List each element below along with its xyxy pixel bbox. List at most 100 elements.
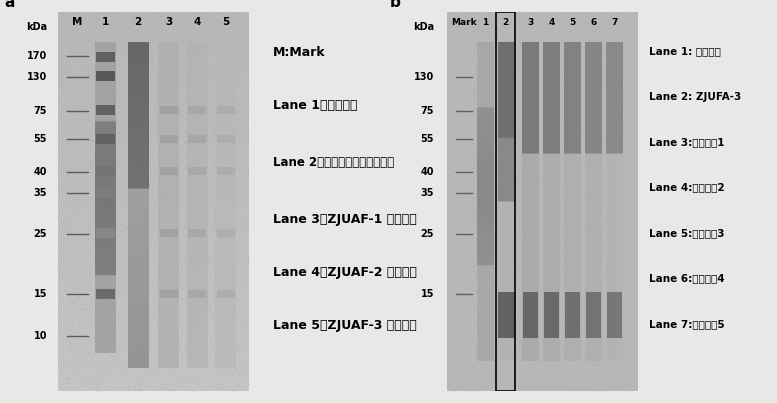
Point: [71, 90, 83, 97]
Point: [190, 311, 203, 318]
Point: [65, 237, 78, 243]
Point: [465, 77, 477, 84]
Point: [520, 266, 532, 273]
Point: [622, 359, 634, 366]
Point: [218, 204, 231, 210]
Point: [211, 301, 224, 308]
Point: [554, 386, 566, 393]
Point: [609, 155, 622, 162]
Point: [178, 292, 190, 298]
Point: [193, 248, 205, 255]
Point: [77, 220, 89, 226]
Point: [574, 55, 587, 61]
Point: [183, 96, 195, 102]
Point: [139, 215, 152, 222]
Point: [528, 276, 541, 283]
Point: [194, 137, 207, 143]
Point: [228, 307, 240, 314]
Point: [240, 364, 253, 370]
Point: [496, 258, 508, 265]
Point: [182, 99, 194, 105]
Point: [106, 15, 118, 21]
Point: [542, 327, 554, 334]
Point: [610, 171, 622, 177]
Point: [124, 132, 137, 139]
Point: [62, 309, 75, 315]
Point: [486, 282, 498, 288]
Point: [186, 373, 199, 379]
Point: [155, 168, 168, 174]
Point: [62, 384, 75, 391]
Point: [237, 218, 249, 224]
Point: [207, 196, 220, 202]
Point: [556, 262, 568, 268]
Point: [99, 164, 112, 170]
Point: [585, 221, 598, 228]
Point: [191, 220, 204, 227]
Point: [201, 27, 214, 33]
Point: [150, 81, 162, 87]
Point: [491, 255, 503, 262]
Point: [625, 46, 638, 52]
Point: [54, 304, 67, 311]
Point: [530, 83, 542, 90]
Point: [188, 124, 200, 131]
Point: [605, 355, 618, 362]
Point: [195, 341, 207, 347]
Point: [219, 352, 232, 358]
Point: [605, 88, 617, 94]
Point: [130, 345, 142, 351]
Point: [179, 15, 192, 22]
Point: [524, 168, 536, 175]
Point: [551, 93, 563, 100]
Point: [570, 225, 583, 231]
Point: [134, 361, 147, 367]
Point: [485, 113, 497, 120]
Point: [536, 174, 549, 180]
Point: [571, 58, 584, 65]
Point: [176, 360, 188, 366]
Point: [480, 358, 493, 365]
Point: [178, 336, 190, 343]
Point: [223, 115, 235, 121]
Point: [176, 295, 188, 301]
Point: [79, 89, 92, 95]
Point: [191, 222, 204, 229]
Point: [95, 90, 107, 97]
Point: [213, 374, 225, 380]
Point: [186, 274, 199, 281]
Point: [569, 276, 581, 282]
Point: [195, 143, 207, 150]
Point: [526, 254, 538, 260]
Point: [103, 180, 116, 187]
Point: [495, 305, 507, 311]
Point: [126, 350, 138, 356]
Point: [79, 305, 92, 312]
Point: [152, 238, 164, 245]
Point: [239, 18, 251, 24]
Point: [547, 106, 559, 112]
Point: [65, 302, 78, 308]
Point: [197, 378, 210, 384]
Point: [108, 356, 120, 363]
Point: [55, 187, 68, 193]
Point: [196, 186, 208, 193]
Point: [69, 166, 82, 172]
Point: [110, 24, 123, 30]
Point: [566, 274, 579, 280]
Point: [617, 158, 629, 165]
Point: [451, 214, 463, 220]
Point: [601, 51, 613, 58]
Point: [103, 163, 116, 169]
Point: [166, 260, 179, 267]
Point: [456, 212, 469, 218]
Point: [122, 199, 134, 205]
Point: [546, 325, 559, 332]
Point: [469, 23, 482, 29]
Point: [103, 208, 116, 214]
Point: [169, 237, 181, 243]
Point: [142, 118, 155, 124]
Point: [156, 216, 169, 222]
Point: [131, 249, 144, 256]
Point: [117, 385, 130, 392]
